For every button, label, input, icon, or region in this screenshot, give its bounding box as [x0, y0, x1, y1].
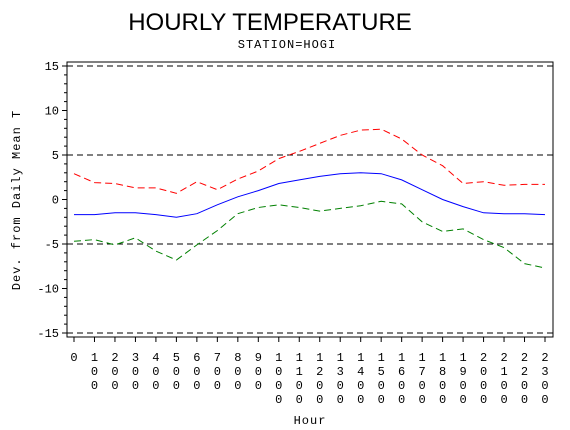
- x-axis-label: Hour: [294, 414, 327, 428]
- y-tick-label: -10: [37, 283, 59, 297]
- y-tick-label: 5: [52, 149, 59, 163]
- series-line-2: [74, 172, 546, 218]
- series-line-3: [73, 200, 546, 269]
- y-tick-label: 0: [52, 194, 59, 208]
- series-layer: [73, 128, 546, 269]
- y-tick-label: 15: [45, 60, 59, 74]
- y-axis: -15 -10 -5 0 5 10 15: [37, 60, 67, 341]
- chart-title: HOURLY TEMPERATURE: [128, 9, 412, 36]
- reference-lines: [67, 65, 553, 334]
- x-axis: 0 1 0 0 2 0 0 3 0 0 4 0 0 5 0 0 6 0 0 7 0 0 8 0 0 9 0 0 1 0 0 0 1 1 0 0 1 2 0 0…: [70, 337, 549, 407]
- y-tick-label: -15: [37, 327, 59, 341]
- y-tick-label: -5: [45, 238, 59, 252]
- y-tick-label: 10: [45, 105, 59, 119]
- chart-subtitle: STATION=HOGI: [238, 38, 336, 52]
- plot-frame: [66, 61, 554, 338]
- x-tick-label: 0: [70, 351, 77, 365]
- series-line-1: [73, 128, 545, 194]
- y-axis-label: Dev. from Daily Mean T: [10, 110, 24, 290]
